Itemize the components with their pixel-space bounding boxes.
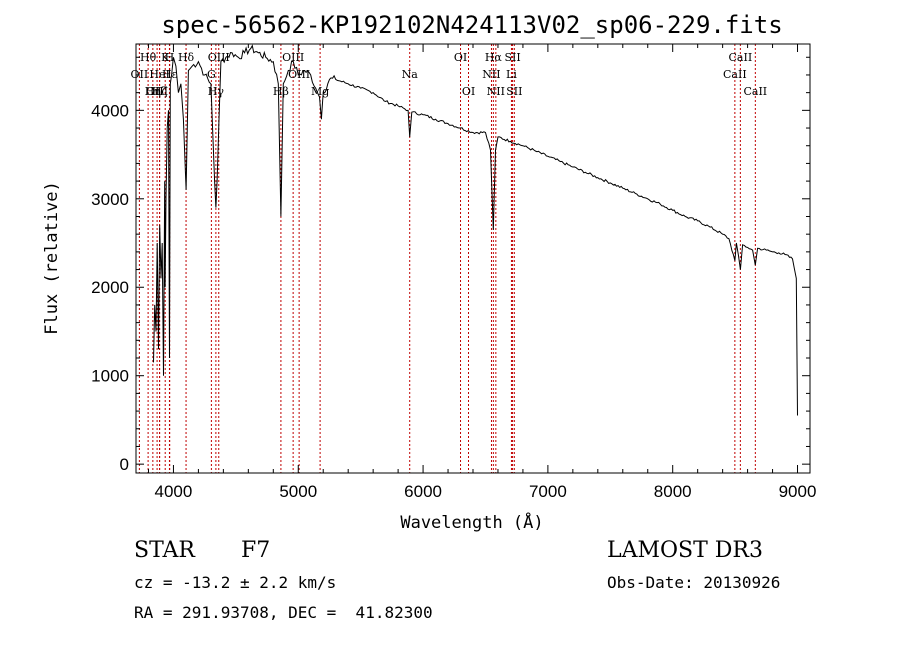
y-tick-label: 3000 <box>91 190 129 209</box>
spectral-line-label: Hδ <box>178 51 195 64</box>
spectral-line-label: Li <box>506 68 517 81</box>
spectral-line-label: SII <box>504 51 520 64</box>
spectral-line-label: OI <box>454 51 467 64</box>
spectral-line-label: Hθ <box>140 51 157 64</box>
x-axis-ticks: 4000 5000 6000 7000 8000 9000 <box>147 44 817 501</box>
chart-title: spec-56562-KP192102N424113V02_sp06-229.f… <box>161 11 782 39</box>
spectral-line-label: K <box>161 51 170 64</box>
spectral-line-label: CaII <box>729 51 753 64</box>
spectral-line-label: HeI <box>149 68 169 81</box>
spectral-line-label: OIII <box>146 85 168 98</box>
x-tick-label: 5000 <box>279 482 317 501</box>
survey-name: LAMOST DR3 <box>607 538 763 563</box>
x-tick-label: 6000 <box>404 482 442 501</box>
x-tick-label: 9000 <box>779 482 817 501</box>
y-axis-ticks: 0 1000 2000 3000 4000 <box>91 56 810 474</box>
spectral-line-label: OI <box>462 85 475 98</box>
observation-date: Obs-Date: 20130926 <box>607 573 781 592</box>
spectral-line-label: Na <box>402 68 419 81</box>
x-axis-label: Wavelength (Å) <box>400 511 543 533</box>
y-tick-label: 2000 <box>91 278 129 297</box>
spectral-line-label: CaII <box>723 68 747 81</box>
spectral-line-label: SII <box>506 85 522 98</box>
y-axis-label: Flux (relative) <box>42 181 62 335</box>
coordinates: RA = 291.93708, DEC = 41.82300 <box>134 603 433 622</box>
spectral-line-label: Hγ <box>208 85 225 98</box>
object-type: STAR <box>134 538 195 563</box>
plot-frame <box>135 43 811 474</box>
spectral-line-label: CaII <box>743 85 767 98</box>
spectral-line-label: Hη <box>145 85 161 98</box>
x-tick-label: 7000 <box>529 482 567 501</box>
spectral-line-label: H <box>165 51 175 64</box>
y-tick-label: 4000 <box>91 101 129 120</box>
spectral-line-label: OIII <box>282 51 304 64</box>
spectral-line-label: Hβ <box>273 85 289 98</box>
y-tick-label: 0 <box>120 455 129 474</box>
redshift-cz: cz = -13.2 ± 2.2 km/s <box>134 573 337 592</box>
spectral-line-label: OIII <box>208 51 230 64</box>
spectral-line-label: Hζ <box>152 85 168 98</box>
spectral-line-label: G <box>207 68 216 81</box>
spectral-line-label: Hε <box>162 68 178 81</box>
spectral-line-label: Hα <box>485 51 503 64</box>
spectral-line-markers <box>138 44 756 473</box>
spectral-line-label: NII <box>487 85 505 98</box>
spectrum-series-line <box>153 44 798 416</box>
y-tick-label: 1000 <box>91 367 129 386</box>
object-subclass: F7 <box>241 538 271 563</box>
x-tick-label: 8000 <box>654 482 692 501</box>
spectral-line-label: NII <box>482 68 500 81</box>
x-tick-label: 4000 <box>155 482 193 501</box>
